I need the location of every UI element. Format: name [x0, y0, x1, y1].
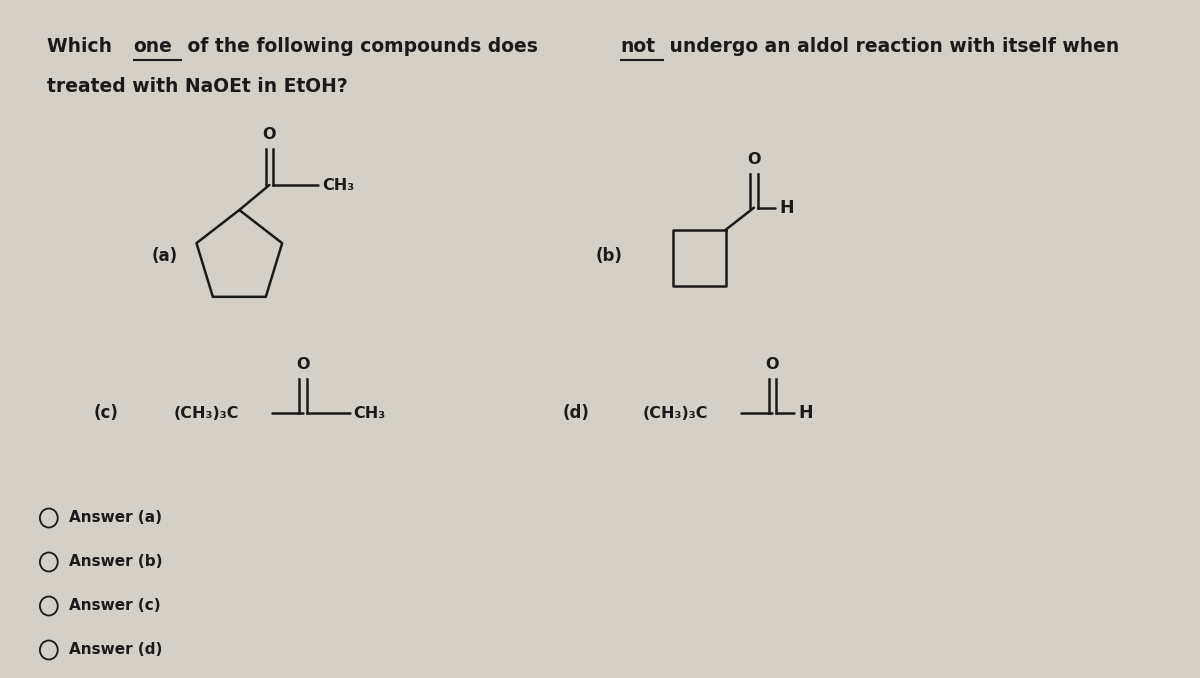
Text: H: H — [799, 404, 814, 422]
Text: treated with NaOEt in EtOH?: treated with NaOEt in EtOH? — [47, 77, 348, 96]
Text: (d): (d) — [563, 404, 590, 422]
Text: Answer (d): Answer (d) — [70, 643, 163, 658]
Text: not: not — [620, 37, 655, 56]
Text: H: H — [779, 199, 794, 217]
Text: (b): (b) — [596, 247, 623, 265]
Text: O: O — [263, 127, 276, 142]
Text: CH₃: CH₃ — [353, 405, 385, 420]
Text: Answer (b): Answer (b) — [70, 555, 163, 570]
Text: (a): (a) — [152, 247, 178, 265]
Text: O: O — [296, 357, 310, 372]
Text: undergo an aldol reaction with itself when: undergo an aldol reaction with itself wh… — [664, 37, 1120, 56]
Text: CH₃: CH₃ — [322, 178, 354, 193]
Text: (CH₃)₃C: (CH₃)₃C — [643, 405, 708, 420]
Text: of the following compounds does: of the following compounds does — [180, 37, 544, 56]
Text: Answer (a): Answer (a) — [70, 511, 162, 525]
Text: O: O — [748, 152, 761, 167]
Text: (c): (c) — [94, 404, 119, 422]
Text: one: one — [133, 37, 173, 56]
Text: Answer (c): Answer (c) — [70, 599, 161, 614]
Text: (CH₃)₃C: (CH₃)₃C — [174, 405, 239, 420]
Text: O: O — [766, 357, 779, 372]
Text: Which: Which — [47, 37, 119, 56]
